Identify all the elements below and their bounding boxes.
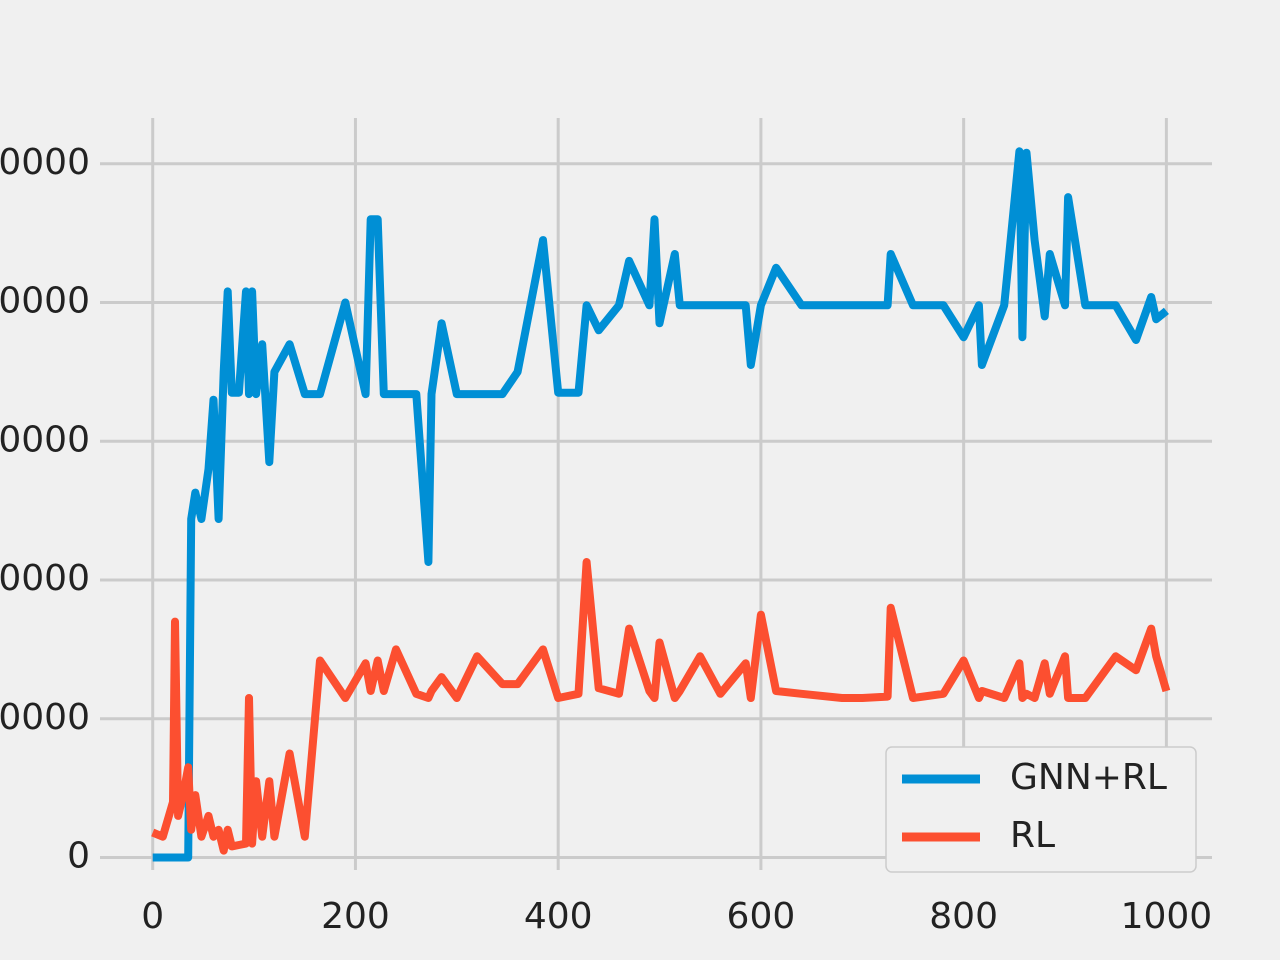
- x-tick-label: 0: [141, 896, 164, 937]
- x-tick-label: 400: [524, 896, 593, 937]
- legend: GNN+RL RL: [885, 746, 1197, 873]
- y-tick-label: 50000: [0, 142, 90, 183]
- x-tick-label: 200: [321, 896, 390, 937]
- y-tick-label: 20000: [0, 558, 90, 599]
- y-tick-label: 40000: [0, 281, 90, 322]
- y-tick-label: 0: [67, 836, 90, 877]
- x-tick-label: 1000: [1121, 896, 1213, 937]
- x-tick-label: 600: [727, 896, 796, 937]
- legend-label: RL: [1010, 815, 1055, 856]
- legend-label: GNN+RL: [1010, 757, 1167, 798]
- y-tick-label: 30000: [0, 419, 90, 460]
- line-series: [152, 147, 1169, 862]
- line-series: [151, 558, 1171, 855]
- x-tick-label: 800: [929, 896, 998, 937]
